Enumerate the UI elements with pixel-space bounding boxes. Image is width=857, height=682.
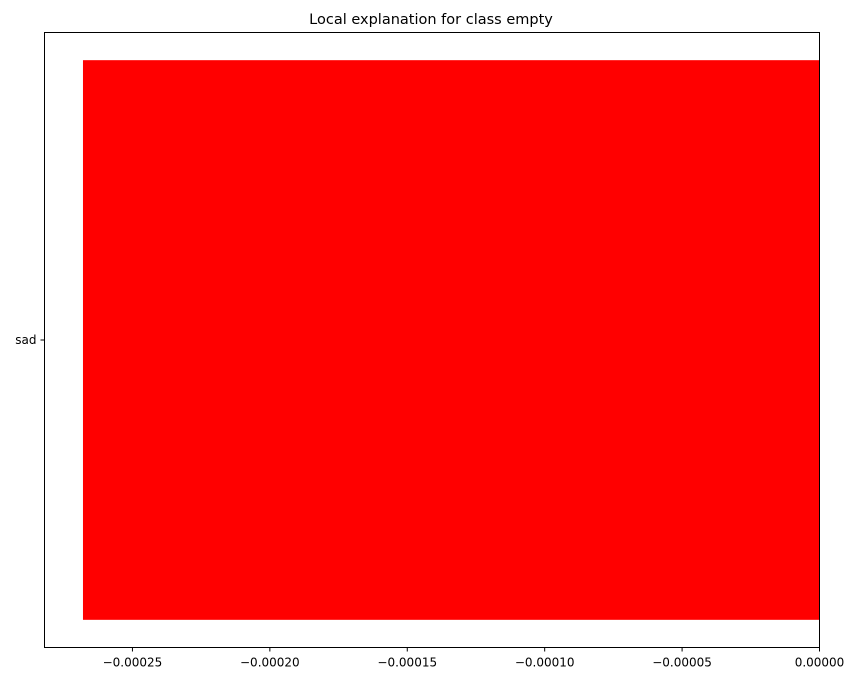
- y-tick-label: sad: [15, 333, 36, 347]
- x-axis: −0.00025 −0.00020 −0.00015 −0.00010 −0.00005…: [103, 647, 845, 670]
- plot-area: [82, 60, 820, 620]
- x-tick-label: 0.00000: [795, 656, 845, 670]
- x-tick-label: −0.00020: [240, 656, 300, 670]
- bar-sad: [82, 60, 820, 620]
- x-tick-label: −0.00015: [377, 656, 437, 670]
- chart-title: Local explanation for class empty: [309, 12, 553, 28]
- x-tick-label: −0.00025: [103, 656, 163, 670]
- x-tick-label: −0.00005: [652, 656, 712, 670]
- x-tick-label: −0.00010: [515, 656, 575, 670]
- y-axis: sad: [15, 333, 45, 347]
